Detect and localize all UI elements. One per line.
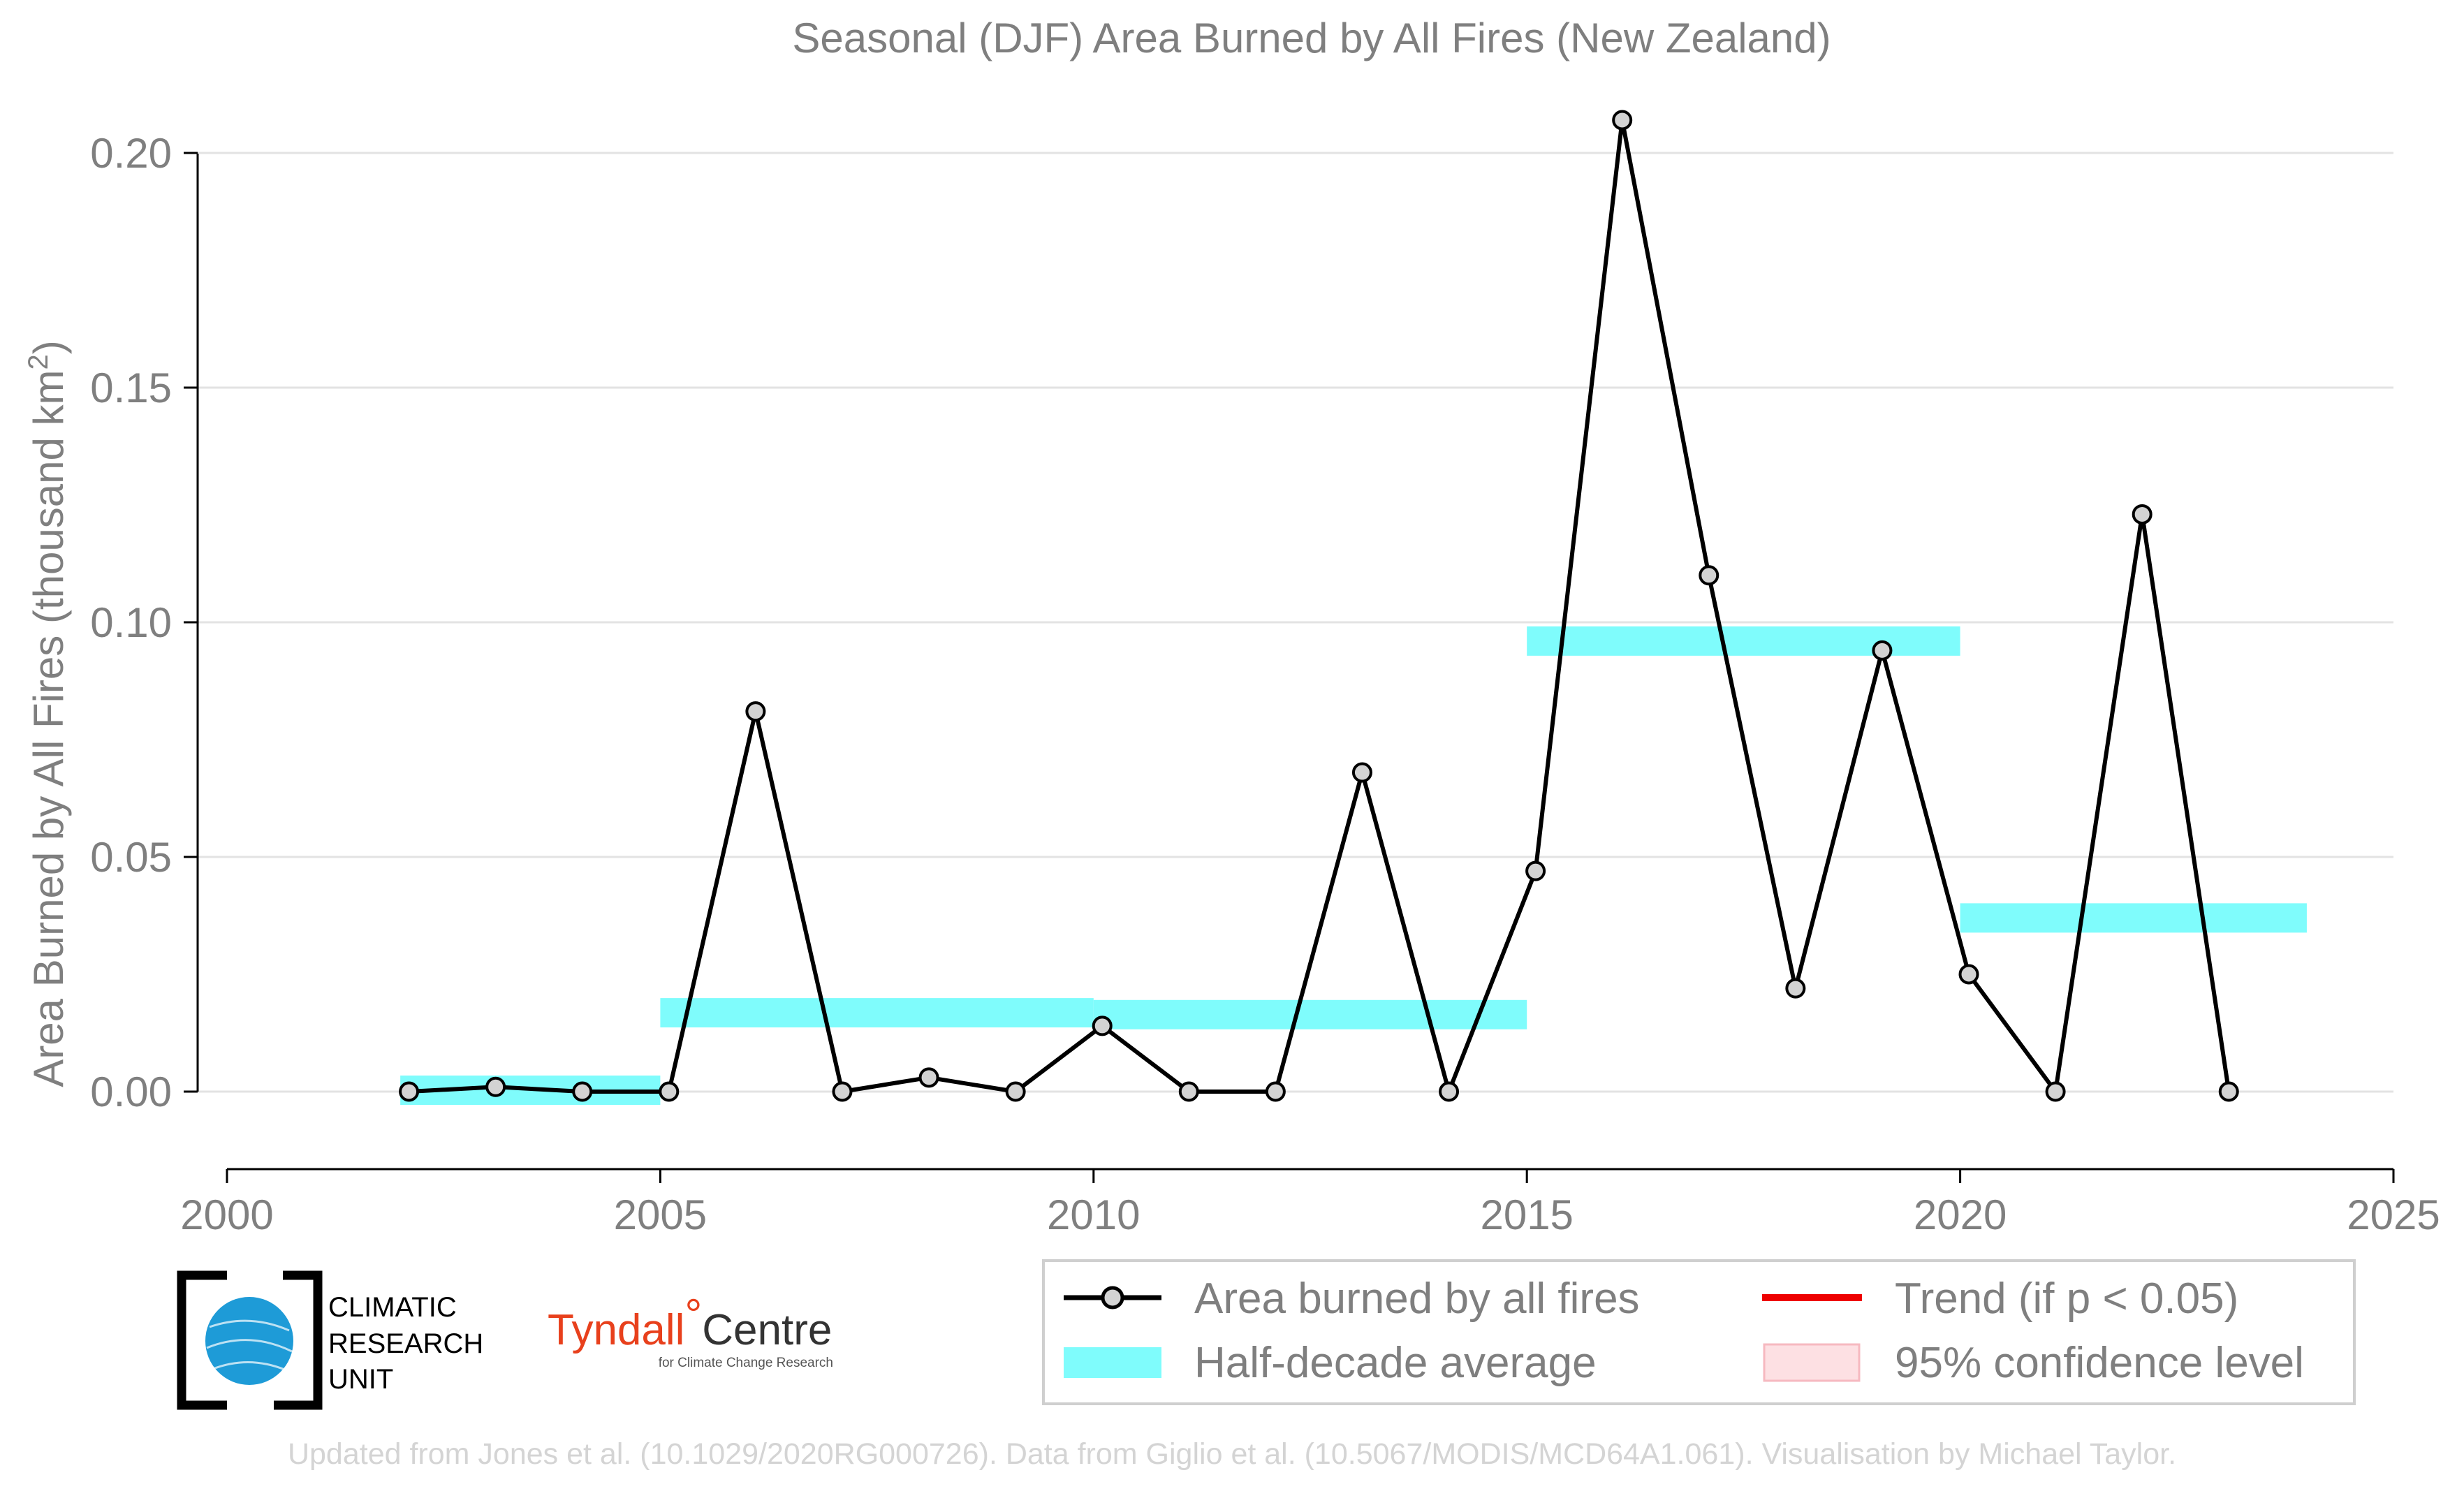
x-tick-label: 2020 bbox=[1914, 1191, 2007, 1238]
half-decade-average-bars bbox=[400, 626, 2307, 1105]
tyndall-centre: Centre bbox=[702, 1306, 832, 1354]
data-point bbox=[1092, 1015, 1113, 1036]
legend: Area burned by all fires Trend (if p < 0… bbox=[1042, 1259, 2356, 1405]
half-decade-average-bar bbox=[1093, 999, 1527, 1029]
data-point bbox=[1785, 978, 1806, 999]
cru-logo-line2: RESEARCH bbox=[328, 1328, 483, 1359]
data-point bbox=[1005, 1081, 1026, 1102]
y-axis-ticks: 0.00 0.05 0.10 0.15 0.20 bbox=[90, 130, 198, 1115]
data-point bbox=[2045, 1081, 2066, 1102]
data-point bbox=[2132, 504, 2153, 525]
data-point bbox=[2218, 1081, 2239, 1102]
series-line bbox=[409, 117, 2231, 1094]
legend-item-average: Half-decade average bbox=[1064, 1339, 1597, 1387]
y-tick-label: 0.00 bbox=[90, 1069, 172, 1115]
legend-label-average: Half-decade average bbox=[1194, 1339, 1597, 1387]
data-point bbox=[1265, 1081, 1286, 1102]
data-point bbox=[1958, 964, 1979, 985]
series-area-burned bbox=[399, 110, 2239, 1102]
y-axis-title: Area Burned by All Fires (thousand km2) bbox=[23, 340, 72, 1087]
data-point bbox=[1351, 762, 1372, 783]
data-point bbox=[918, 1067, 939, 1088]
y-axis-title-sup: 2 bbox=[23, 354, 54, 369]
data-point bbox=[832, 1081, 853, 1102]
data-point bbox=[659, 1081, 680, 1102]
x-tick-label: 2000 bbox=[180, 1191, 273, 1238]
data-point bbox=[1525, 860, 1546, 881]
half-decade-average-bar bbox=[1960, 903, 2307, 933]
credit-line: Updated from Jones et al. (10.1029/2020R… bbox=[288, 1437, 2176, 1471]
x-tick-label: 2015 bbox=[1480, 1191, 1573, 1238]
gridlines bbox=[198, 152, 2393, 1093]
legend-label-series: Area burned by all fires bbox=[1194, 1275, 1640, 1323]
data-point bbox=[1612, 110, 1633, 131]
cru-logo: CLIMATIC RESEARCH UNIT bbox=[177, 1270, 483, 1410]
tyndall-name: Tyndall bbox=[548, 1306, 684, 1354]
y-tick-label: 0.10 bbox=[90, 599, 172, 646]
legend-box bbox=[1042, 1259, 2356, 1405]
half-decade-average-bar bbox=[1527, 626, 1960, 656]
chart-title: Seasonal (DJF) Area Burned by All Fires … bbox=[792, 15, 1831, 61]
x-tick-label: 2010 bbox=[1047, 1191, 1140, 1238]
x-tick-label: 2005 bbox=[614, 1191, 707, 1238]
cru-logo-line1: CLIMATIC bbox=[328, 1292, 457, 1323]
data-point bbox=[1872, 640, 1893, 661]
data-point bbox=[485, 1076, 506, 1097]
y-tick-label: 0.05 bbox=[90, 834, 172, 881]
y-tick-label: 0.20 bbox=[90, 130, 172, 177]
tyndall-logo-text: Tyndall°Centre bbox=[548, 1291, 832, 1354]
x-axis-ticks: 2000 2005 2010 2015 2020 2025 bbox=[180, 1169, 2440, 1238]
data-point bbox=[572, 1081, 593, 1102]
legend-item-trend: Trend (if p < 0.05) bbox=[1762, 1275, 2238, 1323]
data-point bbox=[399, 1081, 420, 1102]
cru-logo-line3: UNIT bbox=[328, 1364, 393, 1395]
legend-label-confidence: 95% confidence level bbox=[1895, 1339, 2304, 1387]
data-point bbox=[745, 701, 766, 722]
y-axis-title-main: Area Burned by All Fires (thousand km bbox=[25, 370, 72, 1087]
legend-label-trend: Trend (if p < 0.05) bbox=[1895, 1275, 2238, 1323]
data-point bbox=[1699, 565, 1719, 586]
tyndall-subtitle: for Climate Change Research bbox=[659, 1356, 833, 1370]
tyndall-degree: ° bbox=[684, 1291, 702, 1339]
x-tick-label: 2025 bbox=[2347, 1191, 2440, 1238]
data-point bbox=[1178, 1081, 1199, 1102]
data-point bbox=[1439, 1081, 1460, 1102]
half-decade-average-bar bbox=[660, 998, 1094, 1028]
tyndall-logo: Tyndall°Centre for Climate Change Resear… bbox=[548, 1291, 833, 1370]
legend-item-series: Area burned by all fires bbox=[1064, 1275, 1640, 1323]
y-tick-label: 0.15 bbox=[90, 365, 172, 411]
y-axis-title-end: ) bbox=[25, 340, 72, 354]
legend-item-confidence: 95% confidence level bbox=[1763, 1339, 2304, 1387]
